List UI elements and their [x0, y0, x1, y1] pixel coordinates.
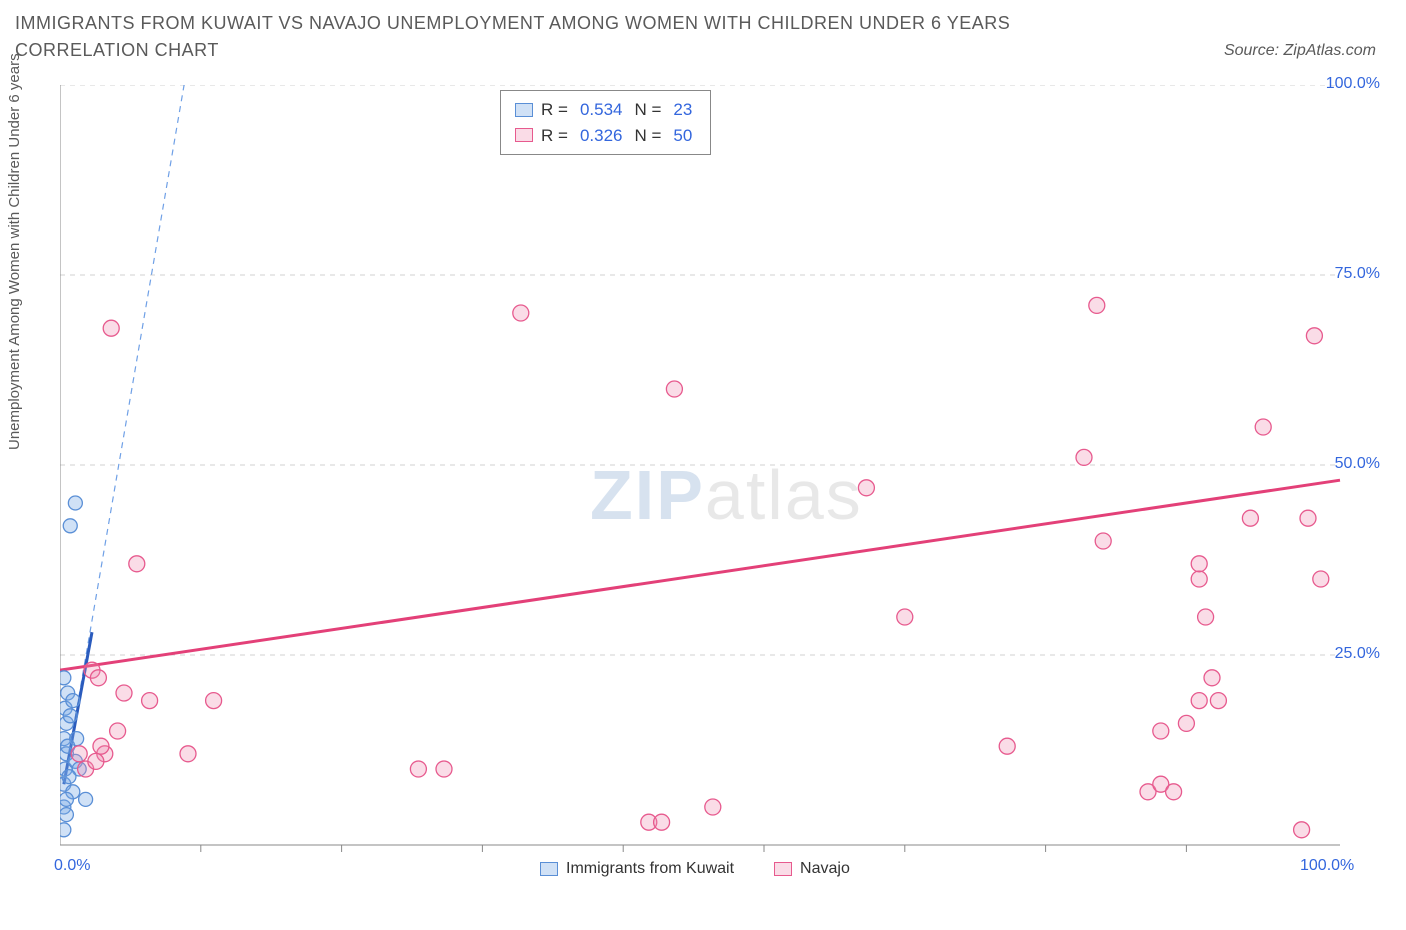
chart-header: IMMIGRANTS FROM KUWAIT VS NAVAJO UNEMPLO… [15, 10, 1391, 64]
chart-title: IMMIGRANTS FROM KUWAIT VS NAVAJO UNEMPLO… [15, 10, 1065, 64]
r-value: 0.326 [580, 123, 623, 149]
legend-swatch [515, 103, 533, 117]
n-label: N = [634, 123, 661, 149]
y-tick-label: 100.0% [1326, 75, 1380, 93]
series-legend: Immigrants from Kuwait Navajo [540, 860, 850, 878]
legend-swatch [540, 862, 558, 876]
n-value: 23 [673, 97, 692, 123]
n-label: N = [634, 97, 661, 123]
legend-swatch [774, 862, 792, 876]
series-legend-label: Navajo [800, 860, 850, 878]
series-legend-label: Immigrants from Kuwait [566, 860, 734, 878]
stats-legend: R = 0.534 N = 23 R = 0.326 N = 50 [500, 90, 711, 155]
stats-legend-row: R = 0.326 N = 50 [515, 123, 696, 149]
legend-swatch [515, 128, 533, 142]
y-axis-label: Unemployment Among Women with Children U… [6, 53, 23, 450]
x-tick-label: 0.0% [54, 857, 90, 875]
chart-area: ZIPatlas R =0.534 N = 23 R =0.326 N = 50… [60, 85, 1380, 875]
y-tick-label: 25.0% [1335, 645, 1380, 663]
r-value: 0.534 [580, 97, 623, 123]
source-attribution: Source: ZipAtlas.com [1224, 42, 1376, 60]
r-label: R = [541, 123, 568, 149]
stats-legend-row: R = 0.534 N = 23 [515, 97, 696, 123]
scatter-plot [60, 85, 1380, 875]
y-tick-label: 50.0% [1335, 455, 1380, 473]
series-legend-item: Navajo [774, 860, 850, 878]
n-value: 50 [673, 123, 692, 149]
r-label: R = [541, 97, 568, 123]
series-legend-item: Immigrants from Kuwait [540, 860, 734, 878]
x-tick-label: 100.0% [1300, 857, 1354, 875]
y-tick-label: 75.0% [1335, 265, 1380, 283]
